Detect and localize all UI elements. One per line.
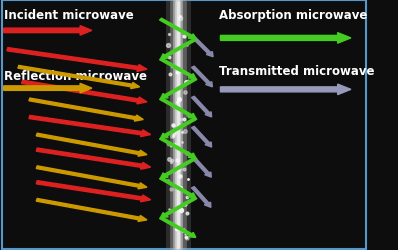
FancyArrow shape [36, 181, 151, 202]
FancyArrow shape [4, 26, 92, 36]
Text: Absorption microwave: Absorption microwave [219, 9, 367, 22]
FancyArrow shape [160, 217, 196, 238]
FancyArrow shape [160, 158, 197, 178]
FancyArrow shape [160, 59, 196, 79]
Text: Reflection microwave: Reflection microwave [4, 70, 147, 83]
FancyArrow shape [4, 84, 92, 94]
FancyArrow shape [160, 98, 196, 119]
FancyArrow shape [160, 19, 196, 40]
FancyArrow shape [160, 138, 196, 158]
FancyArrow shape [220, 34, 351, 44]
FancyArrow shape [36, 134, 147, 156]
FancyArrow shape [36, 148, 151, 170]
FancyArrow shape [191, 37, 213, 58]
FancyArrow shape [36, 199, 147, 222]
FancyArrow shape [220, 85, 351, 95]
FancyArrow shape [191, 157, 211, 178]
FancyArrow shape [160, 177, 196, 198]
FancyArrow shape [191, 97, 212, 117]
FancyArrow shape [160, 118, 197, 139]
FancyArrow shape [21, 81, 147, 104]
FancyArrow shape [29, 116, 151, 137]
FancyArrow shape [191, 187, 211, 208]
FancyArrow shape [160, 39, 197, 60]
FancyArrow shape [160, 197, 197, 218]
Text: Transmitted microwave: Transmitted microwave [219, 65, 374, 78]
FancyArrow shape [191, 67, 213, 87]
FancyArrow shape [18, 66, 140, 89]
FancyArrow shape [7, 48, 147, 72]
Text: Incident microwave: Incident microwave [4, 9, 133, 22]
FancyArrow shape [160, 78, 197, 99]
FancyArrow shape [29, 99, 143, 122]
FancyArrow shape [191, 127, 212, 148]
FancyArrow shape [36, 166, 147, 189]
